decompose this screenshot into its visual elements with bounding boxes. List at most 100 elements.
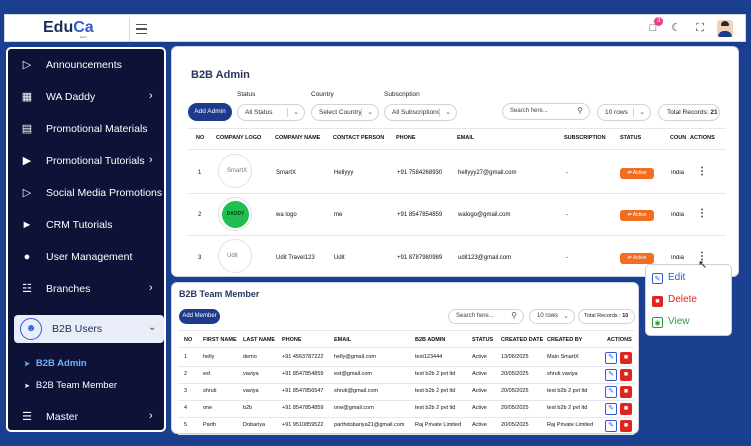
cell-last: b2b	[243, 405, 253, 411]
cell-date: 13/06/2025	[501, 354, 529, 360]
cell-email: udit123@gmail.com	[458, 255, 512, 261]
cell-phone: +91 8547854859	[397, 212, 443, 218]
cell-first: one	[203, 405, 213, 411]
cell-admin: test b2b 2 pvt ltd	[415, 405, 456, 411]
cell-no: 3	[198, 255, 202, 261]
sidebar-item-label: Branches	[46, 283, 91, 295]
app-logo[interactable]: EduCa	[43, 19, 94, 36]
cell-email: hellyyy27@gmail.com	[458, 170, 517, 176]
cell-email: est@gmail.com	[334, 371, 372, 377]
cell-phone: +91 8547856547	[282, 388, 324, 394]
sidebar-item-crm-tutorials[interactable]: ► CRM Tutorials	[8, 211, 164, 239]
avatar[interactable]	[717, 20, 733, 37]
add-admin-button[interactable]: Add Admin	[188, 103, 232, 121]
cell-admin: test b2b 2 pvt ltd	[415, 388, 456, 394]
search-icon: ⚲	[577, 106, 583, 115]
divider	[129, 17, 130, 41]
cell-country: India	[671, 212, 684, 218]
rows-per-page-select[interactable]: 10 rows ⌄	[529, 309, 575, 324]
search-input[interactable]: Search here... ⚲	[502, 103, 590, 120]
edit-icon[interactable]: ✎	[605, 352, 617, 364]
cell-subscription: -	[566, 212, 568, 218]
divider	[178, 330, 634, 331]
company-logo: SmartX	[218, 154, 252, 188]
column-header: ACTIONS	[607, 337, 632, 343]
sidebar-item-wa-daddy[interactable]: ▦ WA Daddy ›	[8, 83, 164, 111]
cell-company: Udit Travel123	[276, 255, 315, 261]
chevron-right-icon: ›	[149, 90, 153, 102]
chevron-right-icon: ›	[149, 154, 153, 166]
cell-phone: +91 8547854859	[282, 371, 324, 377]
country-select[interactable]: Select Country ⌄	[311, 104, 379, 121]
divider	[188, 193, 726, 194]
trash-icon[interactable]: ■	[620, 352, 632, 364]
menu-item-view[interactable]: ◉ View	[652, 316, 690, 328]
cell-first: est	[203, 371, 211, 377]
fullscreen-icon[interactable]: ⛶	[696, 22, 704, 34]
sidebar-subitem-b2b-team-member[interactable]: ➤ B2B Team Member	[24, 380, 118, 391]
youtube-icon: ►	[21, 219, 33, 231]
dark-mode-icon[interactable]: ☾	[671, 22, 681, 34]
sidebar-item-social-media-promotions[interactable]: ▷ Social Media Promotions	[8, 179, 164, 207]
chat-icon[interactable]: □	[649, 22, 657, 34]
chevron-down-icon: ⌄	[639, 109, 645, 116]
chevron-down-icon: ⌄	[367, 109, 373, 116]
menu-item-edit[interactable]: ✎ Edit	[652, 272, 685, 284]
menu-item-delete[interactable]: ■ Delete	[652, 294, 697, 307]
edit-icon[interactable]: ✎	[605, 420, 617, 432]
sidebar-item-branches[interactable]: ☳ Branches ›	[8, 275, 164, 303]
logo-tagline: learn	[80, 35, 87, 39]
section-title: B2B Team Member	[179, 289, 260, 299]
logo-text: DADDY	[222, 201, 249, 228]
trash-icon[interactable]: ■	[620, 386, 632, 398]
status-badge: ⇄ Active	[620, 210, 654, 221]
cell-phone: +91 8787980989	[397, 255, 443, 261]
sidebar-item-announcements[interactable]: ▷ Announcements	[8, 51, 164, 79]
status-label: Status	[237, 91, 256, 98]
trash-icon[interactable]: ■	[620, 403, 632, 415]
notification-badge: 3	[654, 17, 663, 26]
sidebar-item-label: B2B Users	[52, 323, 103, 335]
trash-icon[interactable]: ■	[620, 369, 632, 381]
cell-status: Active	[472, 388, 487, 394]
more-options-icon[interactable]: ⋮	[697, 251, 707, 262]
cell-first: Parth	[203, 422, 217, 428]
edit-icon[interactable]: ✎	[605, 403, 617, 415]
sidebar-item-master[interactable]: ☰ Master ›	[8, 403, 164, 430]
cell-email: helly@gmail.com	[334, 354, 376, 360]
sidebar-item-promotional-materials[interactable]: ▤ Promotional Materials	[8, 115, 164, 143]
cell-phone: +91 7584268930	[397, 170, 443, 176]
cell-last: Dobariya	[243, 422, 266, 428]
menu-toggle-icon[interactable]	[136, 21, 147, 35]
divider	[178, 383, 634, 384]
status-badge: ⇄ Active	[620, 253, 654, 264]
more-options-icon[interactable]: ⋮	[697, 208, 707, 219]
edit-icon: ✎	[652, 273, 663, 284]
add-member-button[interactable]: Add Member	[179, 309, 220, 324]
column-header: PHONE	[396, 135, 416, 141]
more-options-icon[interactable]: ⋮	[697, 166, 707, 177]
sidebar-item-promotional-tutorials[interactable]: ▶ Promotional Tutorials ›	[8, 147, 164, 175]
cell-last: demo	[243, 354, 257, 360]
trash-icon[interactable]: ■	[620, 420, 632, 432]
column-header: SUBSCRIPTION	[564, 135, 606, 141]
cell-contact: Udit	[334, 255, 345, 261]
status-badge: ⇄ Active	[620, 168, 654, 179]
edit-icon[interactable]: ✎	[605, 386, 617, 398]
cell-status: Active	[472, 371, 487, 377]
edit-icon[interactable]: ✎	[605, 369, 617, 381]
subscription-select[interactable]: All Subscriptions ⌄	[384, 104, 457, 121]
arrow-icon: ➤	[24, 383, 30, 390]
rows-per-page-select[interactable]: 10 rows ⌄	[597, 104, 651, 121]
sidebar-subitem-b2b-admin[interactable]: ➤ B2B Admin	[24, 358, 87, 369]
column-header: NO	[184, 337, 193, 343]
cell-email: one@gmail.com	[334, 405, 374, 411]
trash-icon: ■	[652, 296, 663, 307]
sidebar-item-b2b-users[interactable]: ☻ B2B Users ⌄	[14, 315, 164, 343]
sidebar-item-user-management[interactable]: ● User Management	[8, 243, 164, 271]
column-header: COUN	[670, 135, 687, 141]
cell-email: walogo@gmail.com	[458, 212, 511, 218]
column-header: NO	[196, 135, 205, 141]
search-input[interactable]: Search here... ⚲	[448, 309, 524, 324]
status-select[interactable]: All Status ⌄	[237, 104, 305, 121]
